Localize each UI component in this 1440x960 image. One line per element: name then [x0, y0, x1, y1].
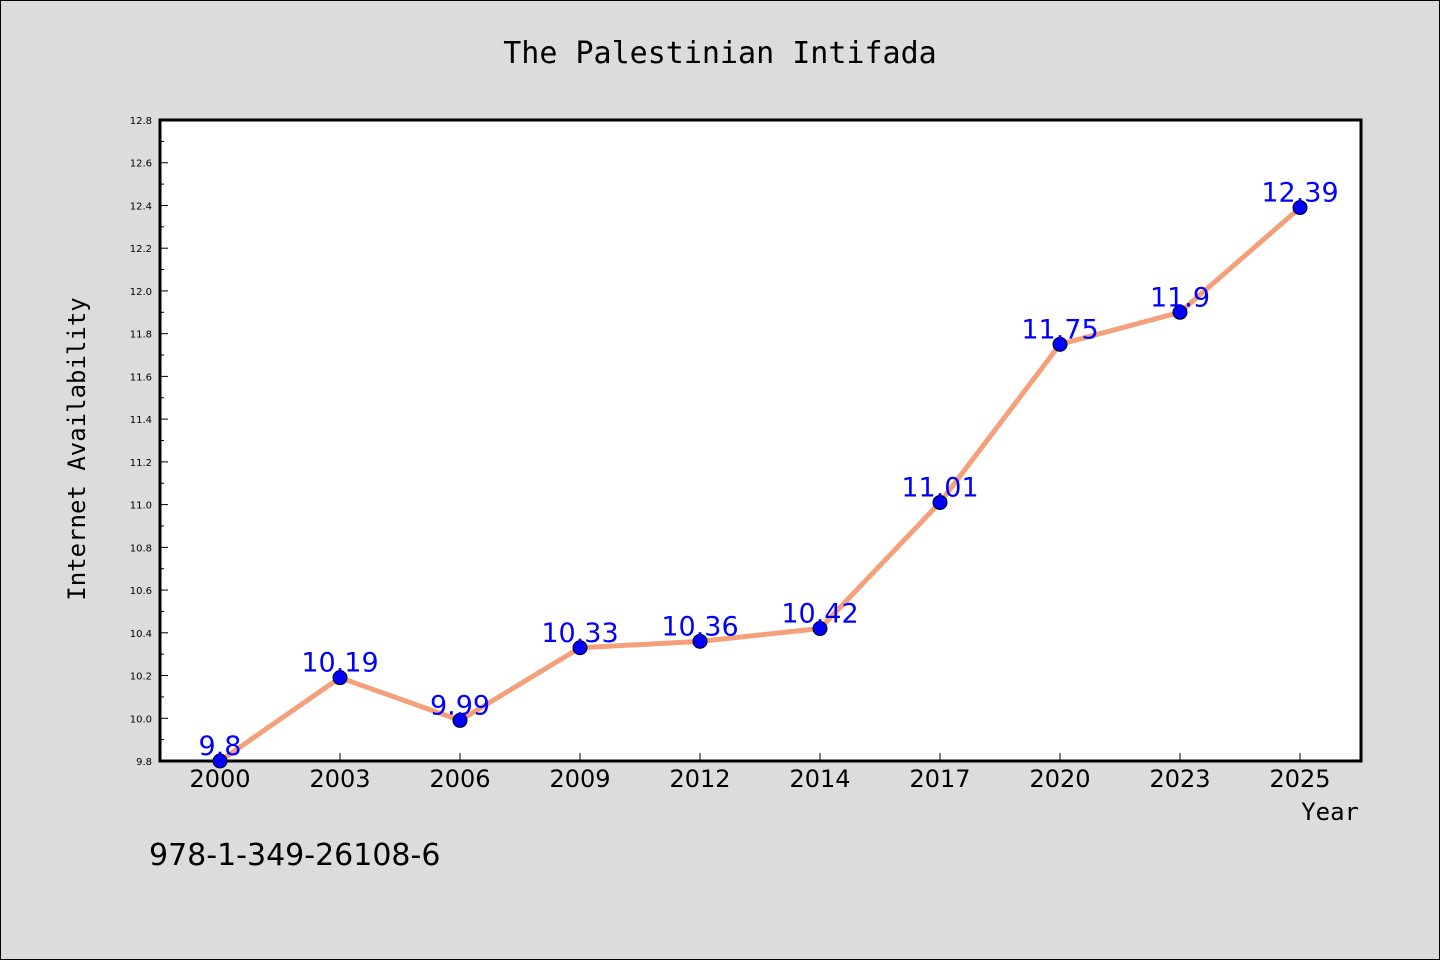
y-tick-label: 12.6 — [130, 159, 152, 170]
data-point — [692, 633, 708, 649]
isbn-annotation: 978-1-349-26108-6 — [149, 838, 440, 873]
x-tick-label: 2003 — [309, 765, 370, 793]
data-label: 10.19 — [301, 648, 378, 679]
data-point — [1052, 336, 1068, 352]
data-point — [1292, 200, 1308, 216]
y-tick-label: 11.8 — [130, 330, 152, 341]
x-tick-label: 2006 — [429, 765, 490, 793]
y-tick-label: 11.6 — [130, 372, 152, 383]
data-point — [572, 640, 588, 656]
y-tick-label: 12.4 — [130, 201, 152, 212]
data-point — [812, 621, 828, 637]
y-tick-label: 12.0 — [130, 287, 152, 298]
y-tick-label: 10.2 — [130, 672, 152, 683]
data-label: 12.39 — [1261, 178, 1338, 209]
x-tick-label: 2012 — [669, 765, 730, 793]
data-label: 11.9 — [1150, 282, 1210, 313]
y-tick-label: 10.0 — [130, 714, 152, 725]
data-point — [932, 494, 948, 510]
data-point — [1172, 304, 1188, 320]
series-line — [217, 205, 1303, 764]
data-label: 11.01 — [901, 472, 978, 503]
y-tick-label: 9.8 — [136, 757, 152, 768]
data-point — [452, 712, 468, 728]
y-tick-label: 12.2 — [130, 244, 152, 255]
data-label: 10.33 — [541, 618, 618, 649]
data-label: 10.36 — [661, 611, 738, 642]
x-tick-label: 2023 — [1149, 765, 1210, 793]
data-label: 9.99 — [430, 690, 490, 721]
y-axis-label: Internet Availability — [63, 297, 91, 600]
data-labels: 9.8 10.19 9.99 10.33 10.36 10.42 11.01 11.75 11.… — [199, 178, 1339, 762]
y-axis-ticks: 9.8 10.0 10.2 10.4 10.6 10.8 11.0 11.2 11.4 11.6 1… — [130, 116, 168, 768]
chart-title: The Palestinian Intifada — [503, 36, 936, 71]
y-tick-label: 12.8 — [130, 116, 152, 127]
x-tick-label: 2025 — [1269, 765, 1330, 793]
data-label: 9.8 — [199, 731, 242, 762]
y-tick-label: 10.8 — [130, 543, 152, 554]
data-point — [332, 670, 348, 686]
x-tick-label: 2020 — [1029, 765, 1090, 793]
plot-area — [158, 118, 1363, 763]
data-label: 10.42 — [781, 599, 858, 630]
y-tick-label: 10.6 — [130, 586, 152, 597]
x-tick-label: 2017 — [909, 765, 970, 793]
x-tick-label: 2014 — [789, 765, 850, 793]
data-markers — [212, 200, 1308, 769]
y-tick-label: 11.2 — [130, 458, 152, 469]
data-label: 11.75 — [1021, 314, 1098, 345]
data-point — [212, 753, 228, 769]
x-tick-label: 2000 — [189, 765, 250, 793]
y-tick-label: 10.4 — [130, 629, 152, 640]
y-tick-label: 11.0 — [130, 501, 152, 512]
y-tick-label: 11.4 — [130, 415, 152, 426]
x-tick-label: 2009 — [549, 765, 610, 793]
x-axis-ticks: 2000 2003 2006 2009 2012 2014 2017 2020 2023 2025 — [189, 753, 1331, 793]
x-axis-label: Year — [1301, 798, 1359, 826]
